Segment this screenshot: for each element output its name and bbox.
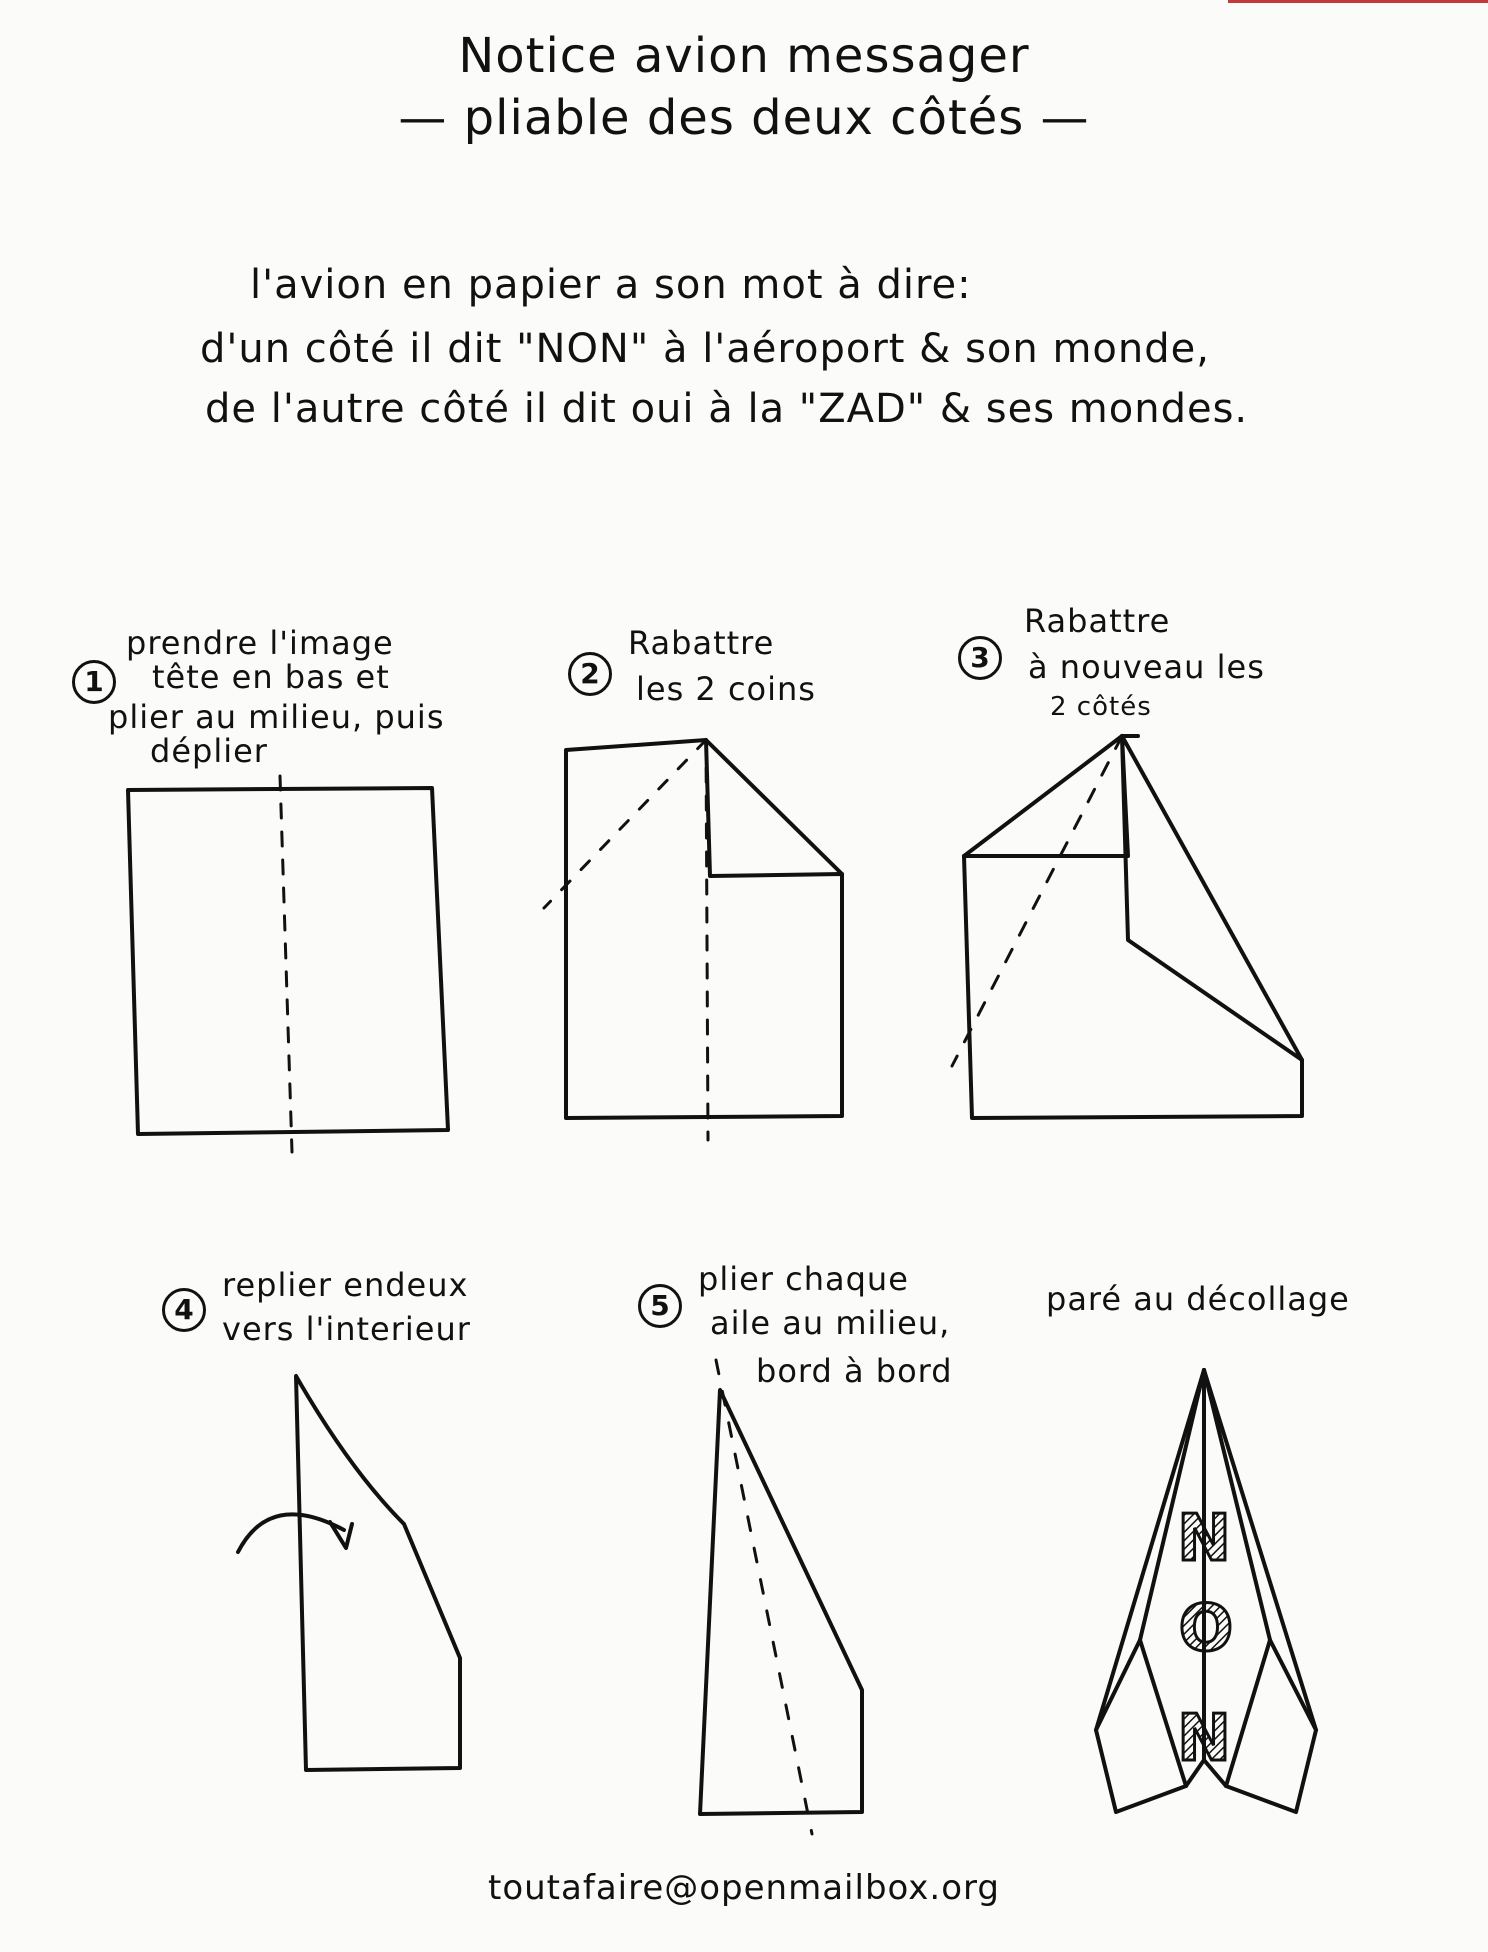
step-5-diagram [698,1358,864,1836]
step-3-diagram [950,734,1304,1120]
step-2-line-1: Rabattre [628,624,775,662]
step-5-number: 5 [638,1284,682,1328]
step-4-number: 4 [162,1288,206,1332]
step-4-line-1: replier endeux [222,1266,469,1304]
step-3-line-1: Rabattre [1024,602,1171,640]
page-edge-mark [1228,0,1488,3]
final-label: paré au décollage [1046,1280,1350,1318]
step-3-number: 3 [958,636,1002,680]
step-1-diagram [126,774,450,1154]
plane-letter-n-top: N [1177,1502,1231,1576]
step-2-line-2: les 2 coins [636,670,816,708]
step-2-diagram [542,738,844,1142]
step-4-diagram [236,1374,462,1772]
footer-email: toutafaire@openmailbox.org [488,1868,1000,1908]
step-1-line-3: plier au milieu, puis [108,698,445,736]
paper-plane-diagram [1094,1368,1318,1814]
step-1-line-4: déplier [150,732,268,770]
page-title: Notice avion messager [458,28,1030,84]
page-subtitle: — pliable des deux côtés — [398,90,1090,146]
step-5-line-1: plier chaque [698,1260,909,1298]
step-3-line-3: 2 côtés [1050,692,1152,722]
step-1-line-2: tête en bas et [152,658,390,696]
step-5-line-3: bord à bord [756,1352,953,1390]
plane-letter-n-bottom: N [1177,1702,1231,1776]
step-1-line-1: prendre l'image [126,624,394,662]
step-2-number: 2 [568,652,612,696]
intro-line-1: l'avion en papier a son mot à dire: [250,262,972,308]
step-3-line-2: à nouveau les [1028,648,1265,686]
step-5-line-2: aile au milieu, [710,1304,951,1342]
intro-line-2: d'un côté il dit "NON" à l'aéroport & so… [200,326,1210,372]
step-1-number: 1 [72,660,116,704]
plane-letter-o: O [1179,1592,1233,1666]
intro-line-3: de l'autre côté il dit oui à la "ZAD" & … [205,386,1249,432]
step-4-line-2: vers l'interieur [222,1310,471,1348]
